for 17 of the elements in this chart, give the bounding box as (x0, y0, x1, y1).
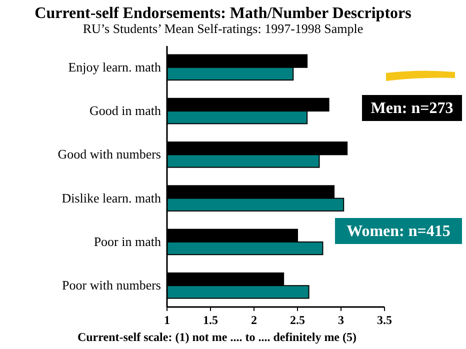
x-tick-label: 2.5 (290, 313, 305, 327)
y-tick-label: Poor with numbers (62, 278, 161, 293)
chart-subtitle: RU’s Students’ Mean Self-ratings: 1997-1998 Sample (82, 21, 364, 36)
x-tick-label: 2 (251, 313, 257, 327)
chart-title: Current-self Endorsements: Math/Number Descriptors (34, 5, 412, 22)
x-axis-title: Current-self scale: (1) not me .... to .... definitely me (5) (77, 330, 357, 344)
x-tick-label: 3.5 (377, 313, 392, 327)
y-tick-label: Good with numbers (58, 146, 161, 162)
y-tick-label: Enjoy learn. math (68, 59, 162, 74)
y-tick-label: Poor in math (94, 234, 162, 249)
x-tick-label: 1 (164, 313, 170, 327)
y-tick-label: Dislike learn. math (62, 190, 162, 206)
text: Men: n=273 (370, 100, 454, 117)
x-tick-label: 3 (338, 313, 344, 327)
x-tick-label: 1.5 (203, 313, 218, 327)
y-tick-label: Good in math (90, 103, 162, 118)
series-label: Women: n=415 (346, 223, 450, 240)
